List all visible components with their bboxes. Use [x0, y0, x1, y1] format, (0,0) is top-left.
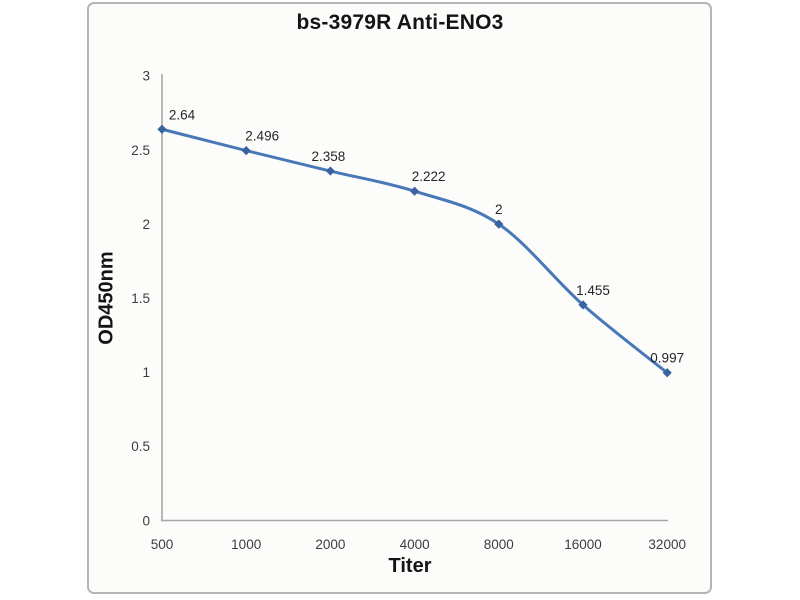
x-tick-label: 1000 [231, 537, 261, 552]
data-point-marker [241, 145, 251, 156]
y-tick-label: 2 [142, 217, 150, 232]
point-label: 1.455 [576, 283, 610, 298]
y-tick-label: 0 [142, 513, 150, 528]
point-label: 2.358 [312, 149, 346, 164]
point-label: 0.997 [650, 351, 684, 366]
series-line [160, 127, 669, 375]
data-point-marker [578, 300, 588, 310]
data-point-marker [494, 219, 504, 229]
data-point-marker [157, 124, 167, 134]
x-axis-title: Titer [388, 555, 432, 577]
x-tick-label: 32000 [648, 537, 686, 552]
data-point-marker [410, 186, 420, 196]
x-tick-label: 500 [151, 537, 174, 552]
x-tick-label: 2000 [315, 537, 345, 552]
y-tick-label: 2.5 [131, 143, 150, 158]
chart-frame [87, 2, 712, 594]
y-tick-label: 1.5 [131, 291, 150, 306]
data-point-marker [662, 368, 672, 378]
x-tick-label: 4000 [400, 537, 430, 552]
chart-title: bs-3979R Anti-ENO3 [296, 11, 504, 34]
x-tick-label: 16000 [564, 537, 602, 552]
y-tick-label: 3 [142, 69, 150, 84]
point-label: 2.64 [169, 107, 196, 122]
x-tick-label: 8000 [484, 537, 514, 552]
y-tick-label: 1 [142, 365, 150, 380]
point-label: 2 [495, 202, 503, 217]
point-label: 2.222 [412, 169, 446, 184]
data-point-marker [325, 166, 335, 176]
point-label: 2.496 [245, 129, 279, 144]
y-tick-label: 0.5 [131, 439, 150, 454]
